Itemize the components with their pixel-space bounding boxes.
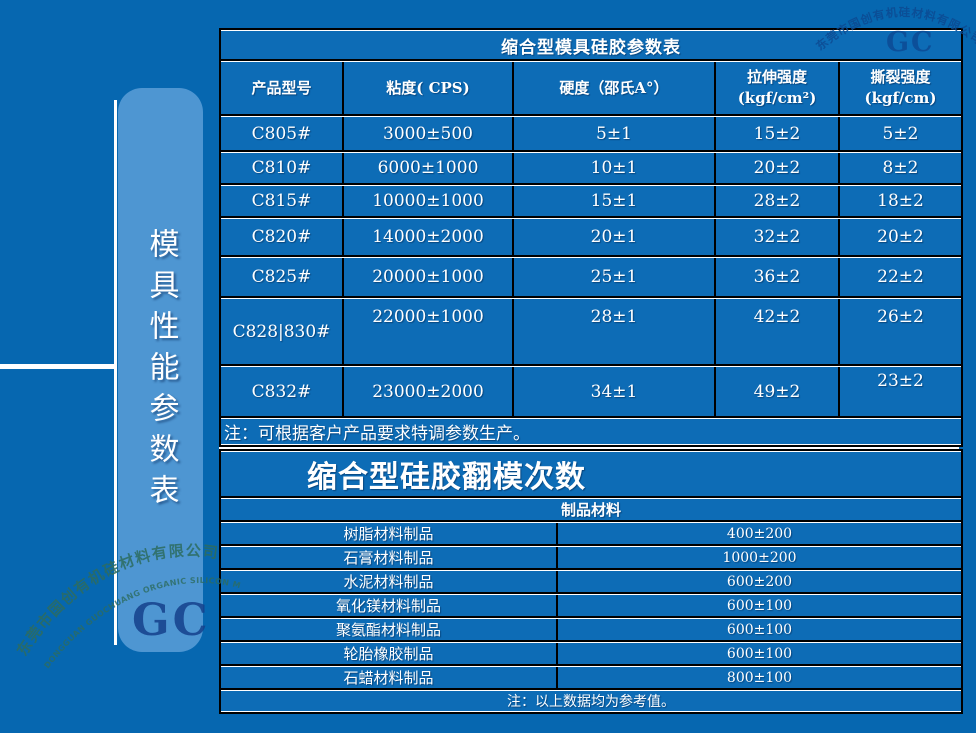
table1-title-row: 缩合型模具硅胶参数表	[221, 31, 961, 61]
table-row: C820# 14000±2000 20±1 32±2 20±2	[221, 219, 961, 257]
header-label: 粘度( CPS)	[386, 78, 470, 97]
cell-hardness: 34±1	[514, 367, 716, 418]
cell-tensile: 28±2	[716, 186, 840, 218]
table-row: 树脂材料制品 400±200	[221, 523, 961, 546]
cell-material: 石蜡材料制品	[221, 667, 558, 690]
cell-count: 800±100	[558, 667, 961, 690]
table2-title: 缩合型硅胶翻模次数	[221, 452, 961, 498]
header-viscosity: 粘度( CPS)	[344, 62, 514, 116]
table1-note: 注：可根据客户产品要求特调参数生产。	[221, 419, 961, 444]
cell-count: 600±200	[558, 571, 961, 594]
header-tear-strength: 撕裂强度 (kgf/cm)	[840, 62, 961, 116]
table2-note-row: 注：以上数据均为参考值。	[221, 691, 961, 711]
table-row: 聚氨酯材料制品 600±100	[221, 619, 961, 642]
cell-material: 聚氨酯材料制品	[221, 619, 558, 642]
mold-silicone-parameters-table: 缩合型模具硅胶参数表 产品型号 粘度( CPS) 硬度（邵氏A°） 拉伸强度 (k…	[219, 28, 963, 447]
cell-material: 石膏材料制品	[221, 547, 558, 570]
sidebar-panel: 模具性能参数表	[118, 88, 203, 652]
cell-hardness: 10±1	[514, 153, 716, 185]
cell-count: 600±100	[558, 619, 961, 642]
cell-tensile: 15±2	[716, 117, 840, 152]
header-label: 撕裂强度	[870, 68, 931, 86]
table-row: 氧化镁材料制品 600±100	[221, 595, 961, 618]
cell-tensile: 36±2	[716, 258, 840, 298]
cell-tear: 20±2	[840, 219, 961, 257]
cell-tear: 8±2	[840, 153, 961, 185]
cell-tear: 5±2	[840, 117, 961, 152]
cell-count: 600±100	[558, 595, 961, 618]
table-row: C810# 6000±1000 10±1 20±2 8±2	[221, 153, 961, 185]
cell-count: 400±200	[558, 523, 961, 546]
cell-material: 轮胎橡胶制品	[221, 643, 558, 666]
table1-header-row: 产品型号 粘度( CPS) 硬度（邵氏A°） 拉伸强度 (kgf/cm²) 撕裂强…	[221, 62, 961, 116]
cell-viscosity: 10000±1000	[344, 186, 514, 218]
cell-hardness: 28±1	[514, 299, 716, 366]
cell-tensile: 32±2	[716, 219, 840, 257]
cell-material: 氧化镁材料制品	[221, 595, 558, 618]
header-label: 产品型号	[251, 78, 312, 97]
table-row: 水泥材料制品 600±200	[221, 571, 961, 594]
cell-tear: 26±2	[840, 299, 961, 366]
header-label: 硬度（邵氏A°）	[559, 78, 669, 97]
header-unit: (kgf/cm²)	[737, 89, 817, 107]
cell-model: C815#	[221, 186, 344, 218]
table-row: 轮胎橡胶制品 600±100	[221, 643, 961, 666]
header-hardness: 硬度（邵氏A°）	[514, 62, 716, 116]
table2-title-row: 缩合型硅胶翻模次数	[221, 452, 961, 498]
cell-viscosity: 6000±1000	[344, 153, 514, 185]
header-product-model: 产品型号	[221, 62, 344, 116]
cell-material: 水泥材料制品	[221, 571, 558, 594]
cell-tear: 22±2	[840, 258, 961, 298]
header-unit: (kgf/cm)	[864, 89, 937, 107]
left-horizontal-line	[0, 364, 115, 369]
table2-header: 制品材料	[221, 499, 961, 522]
cell-count: 600±100	[558, 643, 961, 666]
cell-tear: 18±2	[840, 186, 961, 218]
cell-viscosity: 23000±2000	[344, 367, 514, 418]
cell-viscosity: 22000±1000	[344, 299, 514, 366]
table1-note-row: 注：可根据客户产品要求特调参数生产。	[221, 419, 961, 444]
sidebar-title: 模具性能参数表	[143, 228, 179, 515]
cell-count: 1000±200	[558, 547, 961, 570]
cell-tear: 23±2	[840, 367, 961, 418]
table-row: C815# 10000±1000 15±1 28±2 18±2	[221, 186, 961, 218]
cell-model: C825#	[221, 258, 344, 298]
cell-viscosity: 3000±500	[344, 117, 514, 152]
table-row: 石蜡材料制品 800±100	[221, 667, 961, 690]
sidebar-left-line	[114, 100, 117, 645]
table-row: C832# 23000±2000 34±1 49±2 23±2	[221, 367, 961, 418]
cell-model: C820#	[221, 219, 344, 257]
header-tensile-strength: 拉伸强度 (kgf/cm²)	[716, 62, 840, 116]
table-row: C825# 20000±1000 25±1 36±2 22±2	[221, 258, 961, 298]
tables-container: 缩合型模具硅胶参数表 产品型号 粘度( CPS) 硬度（邵氏A°） 拉伸强度 (k…	[219, 28, 963, 714]
cell-hardness: 5±1	[514, 117, 716, 152]
cell-tensile: 49±2	[716, 367, 840, 418]
cell-model: C805#	[221, 117, 344, 152]
cell-model: C828|830#	[221, 299, 344, 366]
mold-reuse-count-table: 缩合型硅胶翻模次数 制品材料 树脂材料制品 400±200 石膏材料制品 100…	[219, 449, 963, 714]
cell-hardness: 20±1	[514, 219, 716, 257]
table-row: 石膏材料制品 1000±200	[221, 547, 961, 570]
cell-hardness: 25±1	[514, 258, 716, 298]
cell-tensile: 20±2	[716, 153, 840, 185]
cell-tensile: 42±2	[716, 299, 840, 366]
cell-viscosity: 14000±2000	[344, 219, 514, 257]
cell-model: C832#	[221, 367, 344, 418]
cell-model: C810#	[221, 153, 344, 185]
cell-hardness: 15±1	[514, 186, 716, 218]
table2-note: 注：以上数据均为参考值。	[221, 691, 961, 711]
table-row: C805# 3000±500 5±1 15±2 5±2	[221, 117, 961, 152]
cell-viscosity: 20000±1000	[344, 258, 514, 298]
table-row: C828|830# 22000±1000 28±1 42±2 26±2	[221, 299, 961, 366]
table1-title: 缩合型模具硅胶参数表	[221, 31, 961, 61]
cell-material: 树脂材料制品	[221, 523, 558, 546]
table2-header-row: 制品材料	[221, 499, 961, 522]
header-label: 拉伸强度	[746, 68, 807, 86]
